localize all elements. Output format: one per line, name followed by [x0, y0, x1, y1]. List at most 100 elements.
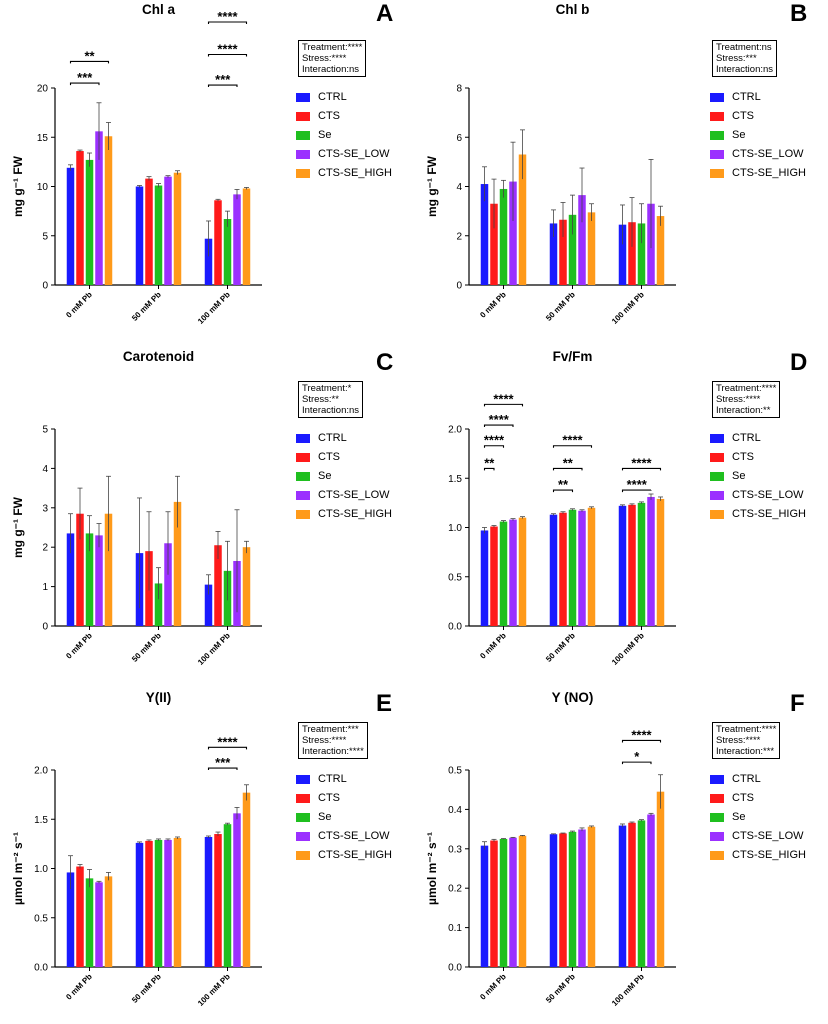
significance-label: *	[634, 749, 640, 764]
bar	[549, 514, 558, 626]
y-tick-label: 8	[456, 84, 462, 95]
bar	[164, 176, 172, 285]
x-tick-label: 50 mM Pb	[544, 631, 577, 664]
stats-box: Treatment:**** Stress:**** Interaction:ns	[298, 40, 367, 77]
y-tick-label: 0	[456, 281, 462, 292]
bar	[578, 829, 586, 967]
bar	[656, 216, 665, 285]
chart-svg-a: 0 5 10 15 20 0 mM Pb 50 mM Pb 100 mM Pb mg g⁻¹ F…	[11, 9, 262, 326]
legend-label: CTS-SE_HIGH	[732, 508, 806, 520]
chart-panel-f: 0.0 0.1 0.2 0.3 0.4 0.5 0 mM Pb 50 mM Pb 100 mM …	[414, 682, 828, 1023]
significance-bracket	[483, 403, 524, 407]
stats-line: Stress:***	[716, 53, 757, 64]
legend-label: Se	[318, 470, 332, 482]
stats-line: Stress:****	[302, 735, 347, 746]
x-tick-label: 0 mM Pb	[478, 631, 508, 661]
x-tick-label: 100 mM Pb	[610, 972, 646, 1008]
stats-line: Interaction:**	[716, 405, 771, 416]
x-tick-label: 0 mM Pb	[64, 290, 94, 320]
stats-box: Treatment:**** Stress:**** Interaction:***	[712, 722, 781, 759]
significance-bracket	[207, 746, 248, 750]
bar	[568, 214, 577, 285]
legend-label: CTS-SE_LOW	[318, 489, 390, 501]
legend-label: CTS-SE_LOW	[318, 148, 390, 160]
stats-line: Interaction:ns	[302, 405, 360, 416]
panel-letter: F	[790, 690, 805, 717]
y-axis-label: mg g⁻¹ FW	[11, 496, 25, 558]
significance-label: ****	[631, 455, 652, 470]
bar	[509, 837, 517, 967]
chart-title: Carotenoid	[122, 349, 195, 364]
stats-box: Treatment:ns Stress:*** Interaction:ns	[712, 40, 778, 77]
legend-swatch	[296, 491, 310, 500]
legend-swatch	[710, 794, 724, 803]
stats-line: Treatment:****	[716, 724, 777, 735]
stats-line: Interaction:ns	[302, 64, 360, 75]
bar	[85, 878, 94, 967]
legend-label: Se	[318, 811, 332, 823]
bar	[85, 159, 94, 285]
y-tick-label: 0.3	[448, 844, 462, 855]
stats-line: Stress:**	[302, 394, 339, 405]
bar	[135, 842, 144, 967]
chart-title: Chl a	[141, 2, 175, 17]
bar	[204, 238, 213, 285]
stats-box: Treatment:* Stress:** Interaction:ns	[298, 381, 364, 418]
significance-bracket	[207, 53, 248, 57]
significance-bracket	[483, 424, 514, 428]
legend-swatch	[296, 510, 310, 519]
significance-label: ****	[217, 9, 238, 24]
stats-line: Treatment:ns	[716, 42, 772, 53]
bar	[587, 826, 596, 967]
y-tick-label: 0.2	[448, 884, 462, 895]
stats-line: Stress:****	[716, 735, 761, 746]
legend-swatch	[296, 112, 310, 121]
bar	[233, 813, 241, 967]
y-tick-label: 0.1	[448, 923, 462, 934]
panel-letter: D	[790, 349, 808, 376]
x-tick-label: 0 mM Pb	[478, 972, 508, 1002]
significance-bracket	[552, 467, 583, 471]
legend-swatch	[296, 813, 310, 822]
legend-label: CTS-SE_LOW	[732, 489, 804, 501]
legend-swatch	[710, 453, 724, 462]
chart-title: Y (NO)	[551, 690, 594, 705]
chart-panel-b: 0 2 4 6 8 0 mM Pb 50 mM Pb 100 mM Pb mg g⁻¹ FW Ch…	[414, 0, 828, 341]
y-tick-label: 3	[42, 503, 48, 514]
bar	[490, 840, 498, 967]
legend-swatch	[710, 169, 724, 178]
significance-bracket	[69, 82, 100, 86]
bar	[559, 833, 567, 967]
y-axis-label: µmol m⁻² s⁻¹	[11, 832, 25, 905]
stats-line: Stress:****	[302, 53, 347, 64]
significance-bracket	[207, 767, 238, 771]
bar	[104, 876, 113, 967]
y-tick-label: 0.5	[448, 766, 462, 777]
x-tick-label: 100 mM Pb	[196, 631, 232, 667]
stats-line: Treatment:*	[302, 383, 352, 394]
bar	[637, 502, 646, 626]
significance-bracket	[621, 739, 662, 743]
y-tick-label: 4	[456, 182, 462, 193]
significance-label: **	[563, 455, 574, 470]
panel-letter: B	[790, 0, 808, 27]
bar	[587, 507, 596, 626]
y-tick-label: 0.0	[448, 622, 462, 633]
legend-swatch	[710, 813, 724, 822]
legend-swatch	[296, 851, 310, 860]
bar	[204, 836, 213, 967]
y-tick-label: 2	[456, 231, 462, 242]
bar	[223, 219, 232, 285]
bar	[509, 181, 517, 285]
legend-label: CTS	[732, 451, 754, 463]
significance-bracket	[552, 445, 593, 448]
significance-label: **	[484, 455, 495, 470]
legend-swatch	[710, 150, 724, 159]
bar	[647, 814, 655, 967]
y-tick-label: 1.5	[448, 474, 462, 485]
legend-swatch	[710, 775, 724, 784]
stats-line: Interaction:****	[302, 746, 364, 757]
chart-panel-d: 0.0 0.5 1.0 1.5 2.0 0 mM Pb 50 mM Pb 100 mM Pb *…	[414, 341, 828, 682]
legend-label: CTS-SE_LOW	[732, 830, 804, 842]
